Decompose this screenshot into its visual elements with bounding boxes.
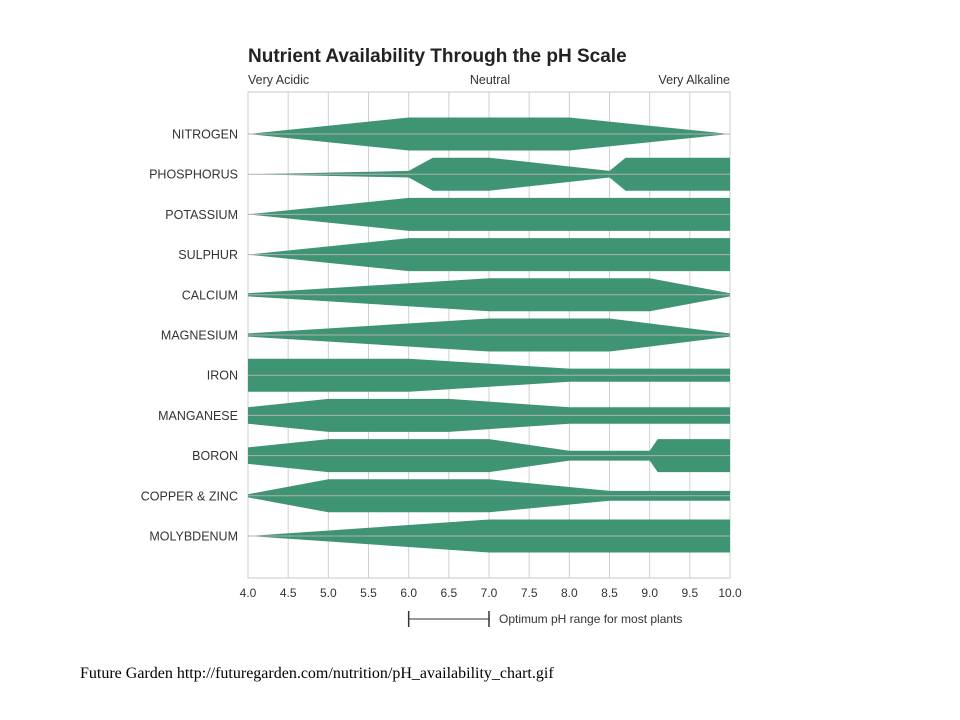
source-caption: Future Garden http://futuregarden.com/nu… (80, 665, 554, 682)
x-tick-label-6: 7.0 (481, 586, 498, 600)
nutrient-label-boron: BORON (192, 449, 238, 463)
x-tick-label-5: 6.5 (440, 586, 457, 600)
scale-label-neutral: Neutral (470, 73, 510, 87)
x-tick-label-11: 9.5 (681, 586, 698, 600)
nutrient-label-molybdenum: MOLYBDENUM (149, 530, 238, 544)
nutrient-label-potassium: POTASSIUM (165, 208, 238, 222)
x-tick-label-12: 10.0 (718, 586, 742, 600)
chart-title: Nutrient Availability Through the pH Sca… (248, 46, 627, 67)
x-tick-label-4: 6.0 (400, 586, 417, 600)
optimum-range-indicator: Optimum pH range for most plants (407, 611, 682, 627)
nutrient-label-iron: IRON (207, 369, 238, 383)
optimum-range-label: Optimum pH range for most plants (499, 612, 682, 626)
nutrient-label-copper-zinc: COPPER & ZINC (141, 489, 238, 503)
nutrient-label-calcium: CALCIUM (182, 288, 238, 302)
nutrient-label-phosphorus: PHOSPHORUS (149, 168, 238, 182)
scale-label-very-alkaline: Very Alkaline (658, 73, 730, 87)
x-tick-label-0: 4.0 (240, 586, 257, 600)
x-tick-label-3: 5.5 (360, 586, 377, 600)
x-tick-label-1: 4.5 (280, 586, 297, 600)
x-tick-label-8: 8.0 (561, 586, 578, 600)
x-axis-ticks: 4.0 4.5 5.0 5.5 6.0 6.5 7.0 7.5 8.0 8.5 9.0 9.5 10.0 (240, 586, 742, 600)
nutrient-label-sulphur: SULPHUR (178, 248, 238, 262)
nutrient-label-magnesium: MAGNESIUM (161, 329, 238, 343)
nutrient-label-manganese: MANGANESE (158, 409, 238, 423)
scale-label-very-acidic: Very Acidic (248, 73, 309, 87)
x-tick-label-7: 7.5 (521, 586, 538, 600)
nutrient-labels: NITROGEN PHOSPHORUS POTASSIUM SULPHUR CALCIU… (141, 128, 730, 544)
x-tick-label-2: 5.0 (320, 586, 337, 600)
x-tick-label-10: 9.0 (641, 586, 658, 600)
nutrient-label-nitrogen: NITROGEN (172, 128, 238, 142)
x-tick-label-9: 8.5 (601, 586, 618, 600)
